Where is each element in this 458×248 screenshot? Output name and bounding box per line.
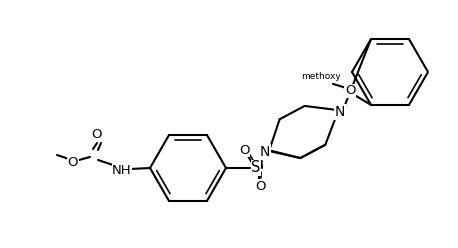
Text: O: O (68, 155, 78, 168)
Text: methoxy: methoxy (301, 72, 341, 81)
Text: O: O (92, 127, 102, 141)
Text: N: N (260, 145, 270, 159)
Text: S: S (251, 160, 261, 176)
Text: O: O (239, 144, 249, 156)
Text: O: O (345, 84, 355, 97)
Text: O: O (256, 180, 266, 192)
Text: N: N (335, 105, 345, 119)
Text: NH: NH (112, 163, 132, 177)
